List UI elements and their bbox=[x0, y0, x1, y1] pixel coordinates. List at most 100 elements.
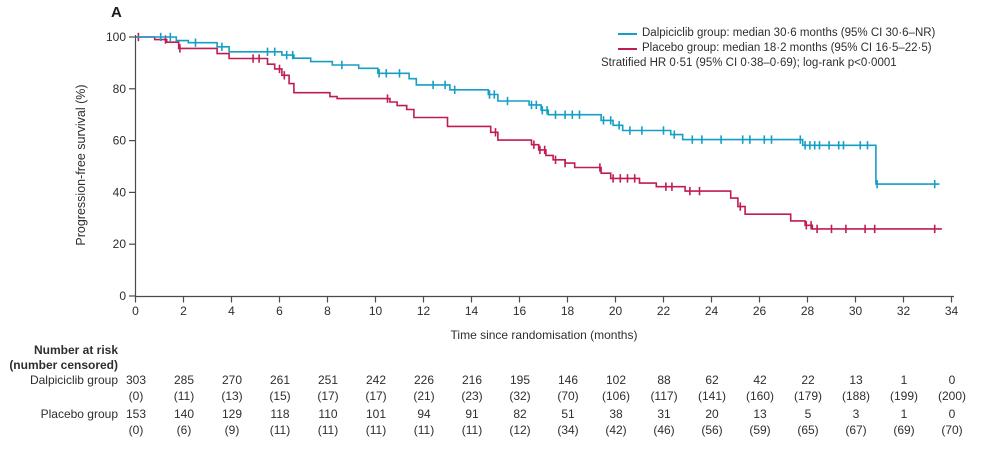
risk-cell: (12) bbox=[509, 423, 531, 437]
risk-cell: 195 bbox=[509, 373, 531, 387]
y-tick-label: 60 bbox=[113, 134, 127, 148]
x-tick-label: 0 bbox=[132, 304, 139, 318]
risk-cell: 91 bbox=[465, 407, 479, 421]
risk-cell: 216 bbox=[461, 373, 483, 387]
legend: Dalpiciclib group: median 30·6 months (9… bbox=[601, 26, 935, 71]
risk-cell: 285 bbox=[173, 373, 195, 387]
x-tick-label: 34 bbox=[945, 304, 959, 318]
censor-marks-placebo-group bbox=[137, 32, 936, 234]
risk-table-header-line1: Number at risk bbox=[33, 343, 118, 357]
y-tick-label: 100 bbox=[106, 30, 126, 44]
tick-labels: 0 2 4 6 8 10 12 14 16 18 20 22 24 26 28 30 32 34020406080… bbox=[106, 30, 959, 318]
risk-cell: (13) bbox=[221, 389, 243, 403]
risk-row-label-dalpiciclib: Dalpiciclib group bbox=[29, 373, 118, 387]
y-tick-label: 80 bbox=[113, 82, 127, 96]
risk-cell: 1 bbox=[900, 407, 908, 421]
risk-cell: 31 bbox=[657, 407, 671, 421]
legend-entry-placebo-label: Placebo group: median 18·2 months (95% C… bbox=[642, 42, 932, 54]
survival-curve-placebo-group bbox=[135, 36, 942, 230]
risk-cell: (11) bbox=[461, 423, 483, 437]
risk-cell: (17) bbox=[317, 389, 339, 403]
x-tick-label: 20 bbox=[609, 304, 623, 318]
series-placebo-group bbox=[135, 32, 942, 234]
risk-cell: (21) bbox=[413, 389, 435, 403]
risk-cell: (67) bbox=[845, 423, 867, 437]
risk-row-placebo-censored: (0) (6) (9) (11) (11) (11) (11) (11) (12) (34) (42… bbox=[112, 423, 976, 437]
risk-table-header: Number at risk (number censored) bbox=[0, 343, 118, 373]
x-axis-label: Time since randomisation (months) bbox=[450, 328, 638, 342]
censor-marks-dalpiciclib-group bbox=[159, 32, 936, 189]
risk-table-header-line2: (number censored) bbox=[9, 358, 118, 372]
x-tick-label: 16 bbox=[513, 304, 527, 318]
risk-cell: (56) bbox=[701, 423, 723, 437]
risk-cell: (69) bbox=[893, 423, 915, 437]
risk-cell: 118 bbox=[270, 407, 290, 421]
risk-cell: (0) bbox=[128, 389, 144, 403]
x-tick-label: 4 bbox=[228, 304, 235, 318]
risk-cell: 5 bbox=[804, 407, 812, 421]
risk-cell: 22 bbox=[801, 373, 815, 387]
risk-cell: 13 bbox=[753, 407, 767, 421]
x-tick-label: 28 bbox=[801, 304, 815, 318]
risk-cell: (11) bbox=[173, 389, 195, 403]
x-tick-label: 18 bbox=[561, 304, 575, 318]
series-dalpiciclib-group bbox=[135, 32, 940, 189]
risk-cell: 20 bbox=[705, 407, 719, 421]
risk-cell: (11) bbox=[413, 423, 435, 437]
risk-row-dalpiciclib-at-risk: 303 285 270 261 251 242 226 216 195 146 102 88 62 42 2… bbox=[112, 373, 976, 387]
risk-cell: (200) bbox=[937, 389, 966, 403]
risk-cell: (0) bbox=[128, 423, 144, 437]
x-tick-label: 26 bbox=[753, 304, 767, 318]
axes bbox=[129, 35, 954, 303]
risk-cell: (42) bbox=[605, 423, 627, 437]
risk-cell: 0 bbox=[948, 407, 956, 421]
risk-cell: 101 bbox=[365, 407, 387, 421]
risk-cell: (59) bbox=[749, 423, 771, 437]
risk-cell: (188) bbox=[841, 389, 870, 403]
risk-cell: (11) bbox=[317, 423, 339, 437]
y-tick-label: 40 bbox=[113, 185, 127, 199]
x-tick-label: 32 bbox=[897, 304, 911, 318]
risk-cell: (46) bbox=[653, 423, 675, 437]
risk-cell: 94 bbox=[417, 407, 431, 421]
legend-entry-dalpiciclib-label: Dalpiciclib group: median 30·6 months (9… bbox=[642, 27, 936, 39]
risk-cell: 38 bbox=[609, 407, 623, 421]
risk-cell: (9) bbox=[224, 423, 240, 437]
risk-cell: 0 bbox=[948, 373, 956, 387]
risk-cell: 140 bbox=[173, 407, 195, 421]
risk-cell: 261 bbox=[269, 373, 291, 387]
y-tick-label: 0 bbox=[119, 289, 126, 303]
risk-cell: 153 bbox=[125, 407, 147, 421]
risk-cell: 62 bbox=[705, 373, 719, 387]
x-tick-label: 14 bbox=[465, 304, 479, 318]
x-tick-label: 30 bbox=[849, 304, 863, 318]
risk-row-placebo-at-risk: 153 140 129 118 110 101 94 91 82 51 38 31 20 13 5 3 1 0 bbox=[112, 407, 976, 421]
risk-cell: 226 bbox=[413, 373, 435, 387]
km-plot: 0 2 4 6 8 10 12 14 16 18 20 22 24 26 28 30 32 34020406080… bbox=[106, 30, 959, 318]
x-tick-label: 12 bbox=[417, 304, 431, 318]
risk-cell: 270 bbox=[221, 373, 243, 387]
risk-row-dalpiciclib-censored: (0) (11) (13) (15) (17) (17) (21) (23) (32) (70) (… bbox=[112, 389, 976, 403]
panel-label: A bbox=[111, 4, 122, 21]
risk-cell: (106) bbox=[601, 389, 630, 403]
risk-cell: (65) bbox=[797, 423, 819, 437]
y-axis-label: Progression-free survival (%) bbox=[74, 84, 88, 246]
risk-cell: (70) bbox=[557, 389, 579, 403]
risk-cell: (23) bbox=[461, 389, 483, 403]
survival-curve-dalpiciclib-group bbox=[135, 36, 940, 185]
risk-cell: 51 bbox=[561, 407, 575, 421]
risk-cell: (11) bbox=[365, 423, 387, 437]
risk-cell: (32) bbox=[509, 389, 531, 403]
stratified-hr-note: Stratified HR 0·51 (95% CI 0·38–0·69); l… bbox=[601, 57, 897, 69]
risk-cell: (141) bbox=[697, 389, 726, 403]
risk-cell: 251 bbox=[317, 373, 339, 387]
risk-cell: 303 bbox=[125, 373, 147, 387]
risk-cell: 3 bbox=[852, 407, 860, 421]
x-tick-label: 8 bbox=[324, 304, 331, 318]
placebo-line-swatch-icon bbox=[618, 47, 637, 50]
x-tick-label: 10 bbox=[369, 304, 383, 318]
x-tick-label: 6 bbox=[276, 304, 283, 318]
risk-cell: (179) bbox=[793, 389, 822, 403]
risk-cell: 88 bbox=[657, 373, 671, 387]
risk-cell: (70) bbox=[941, 423, 963, 437]
